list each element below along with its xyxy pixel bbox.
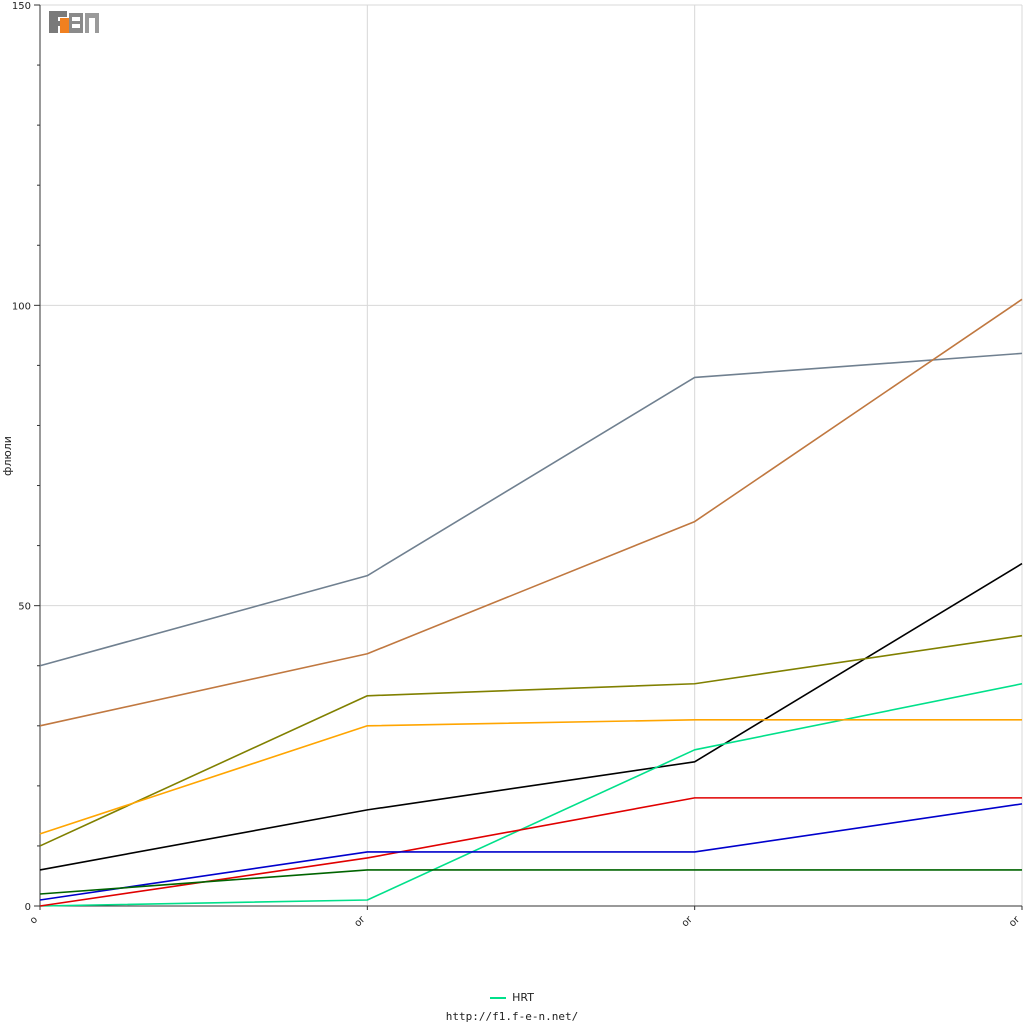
series-line bbox=[39, 718, 1022, 835]
y-tick-label: 50 bbox=[18, 602, 31, 613]
footer-url[interactable]: http://f1.f-e-n.net/ bbox=[445, 1010, 579, 1023]
series-line bbox=[39, 634, 1023, 847]
series-line bbox=[39, 562, 1023, 871]
x-tick-label: or bbox=[1007, 914, 1023, 930]
y-tick-label: 150 bbox=[12, 1, 31, 12]
grid bbox=[40, 4, 1023, 906]
x-tick-label: or bbox=[680, 914, 696, 930]
series-line bbox=[39, 352, 1023, 667]
f1en-logo bbox=[48, 9, 100, 35]
axes bbox=[34, 4, 1023, 910]
y-axis-label: флюли bbox=[1, 436, 14, 476]
x-tick-label: or bbox=[352, 914, 368, 930]
y-tick-label: 100 bbox=[12, 301, 31, 312]
x-tick-label: o bbox=[28, 914, 40, 926]
series-line bbox=[39, 298, 1023, 727]
series-line bbox=[39, 869, 1022, 895]
y-tick-label: 0 bbox=[25, 902, 31, 913]
legend-label: HRT bbox=[512, 991, 534, 1004]
series-layer bbox=[39, 298, 1023, 907]
series-line bbox=[39, 803, 1023, 901]
series-line bbox=[39, 682, 1023, 907]
legend: HRT bbox=[0, 991, 1024, 1004]
legend-swatch bbox=[490, 997, 507, 999]
